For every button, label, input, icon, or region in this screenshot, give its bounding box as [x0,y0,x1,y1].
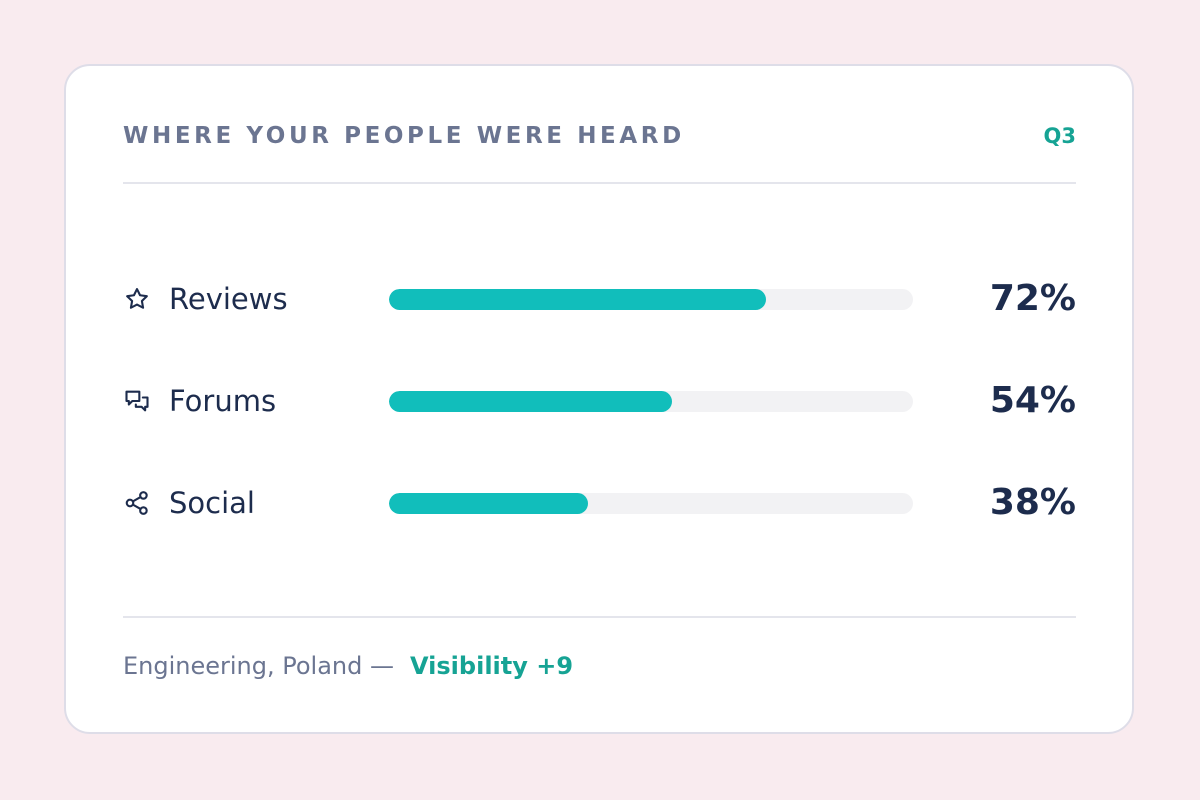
team-location-text: Engineering, Poland — [123,652,395,680]
channel-row-reviews: Reviews 72% [123,274,1076,324]
channel-value: 38% [989,482,1076,523]
chat-bubbles-icon [123,386,153,416]
channel-value: 54% [989,380,1076,421]
card-header: WHERE YOUR PEOPLE WERE HEARD Q3 [123,116,1076,156]
progress-fill [389,391,672,412]
visibility-delta: Visibility +9 [410,652,574,680]
channel-label: Reviews [169,282,288,316]
progress-track [389,391,913,412]
channel-row-social: Social 38% [123,478,1076,528]
channel-value: 72% [989,278,1076,319]
visibility-card: WHERE YOUR PEOPLE WERE HEARD Q3 Reviews … [64,64,1134,734]
header-divider [123,182,1076,184]
channel-label: Social [169,486,255,520]
channel-row-forums: Forums 54% [123,376,1076,426]
progress-track [389,289,913,310]
period-label: Q3 [1043,124,1076,148]
progress-fill [389,493,589,514]
progress-fill [389,289,767,310]
card-title: WHERE YOUR PEOPLE WERE HEARD [123,123,685,149]
channel-label: Forums [169,384,277,418]
star-icon [123,284,153,314]
footer-divider [123,616,1076,618]
card-footer: Engineering, Poland — Visibility +9 [123,644,573,688]
progress-track [389,493,913,514]
share-icon [123,488,153,518]
